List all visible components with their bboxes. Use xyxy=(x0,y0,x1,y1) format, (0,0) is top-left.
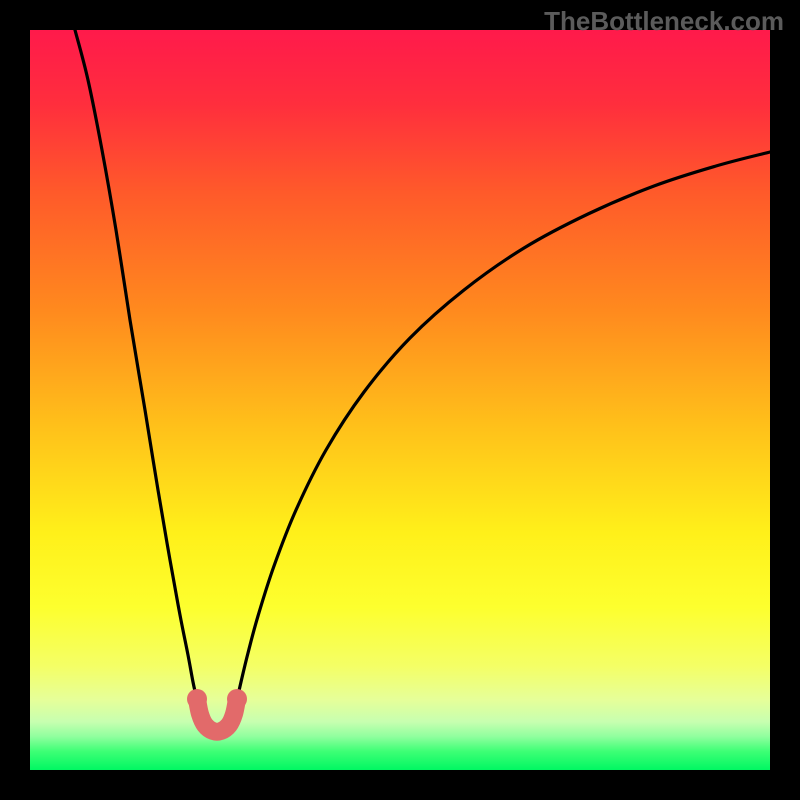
gradient-plot-area xyxy=(30,30,770,770)
watermark-text: TheBottleneck.com xyxy=(544,6,784,37)
chart-container: TheBottleneck.com xyxy=(0,0,800,800)
